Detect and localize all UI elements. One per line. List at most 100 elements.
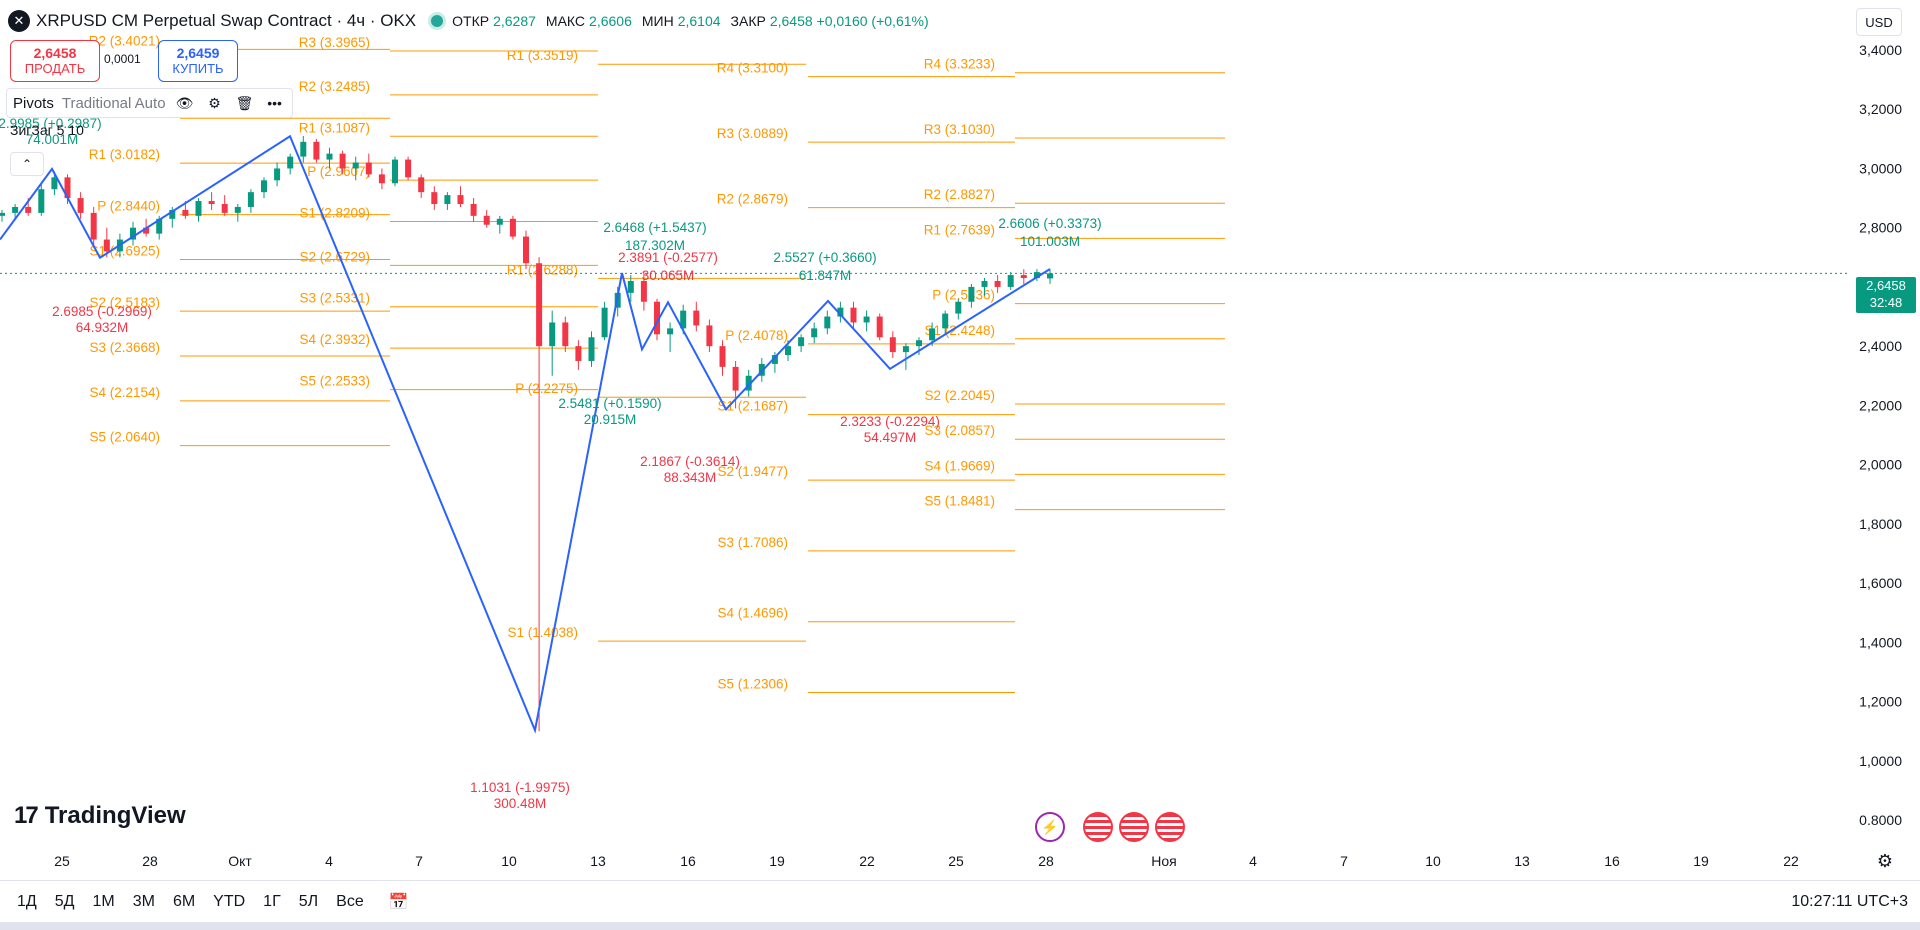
sell-button[interactable]: 2,6458 ПРОДАТЬ — [10, 40, 100, 82]
zigzag-indicator-legend[interactable]: ЗигЗаг 5 10 — [10, 122, 84, 138]
candle-body — [562, 322, 569, 347]
candle-body — [929, 328, 936, 341]
eye-icon[interactable]: 👁 — [175, 94, 194, 111]
xrp-symbol-icon[interactable]: ✕ — [8, 10, 30, 32]
pivot-level-label: R2 (3.2485) — [299, 79, 370, 94]
candle-body — [824, 316, 831, 329]
us-flag-icon[interactable] — [1119, 812, 1149, 842]
range-1m[interactable]: 1М — [92, 893, 115, 910]
range-1d[interactable]: 1Д — [17, 893, 37, 910]
market-status-icon[interactable] — [428, 12, 447, 30]
axis-settings-icon[interactable]: ⚙ — [1876, 850, 1894, 871]
candle-body — [365, 162, 372, 175]
candle-body — [955, 301, 962, 314]
bottom-strip — [0, 922, 1920, 930]
range-3m[interactable]: 3М — [132, 893, 155, 910]
pivot-level-label: S3 (1.7086) — [717, 535, 788, 550]
zigzag-label: 2.6606 (+0.3373) — [998, 216, 1101, 231]
candle-body — [1007, 275, 1014, 287]
zigzag-label: 2.5481 (+0.1590) — [558, 396, 661, 411]
zigzag-label: 2.1867 (-0.3614) — [640, 454, 740, 469]
pivot-level-label: P (2.5436) — [932, 288, 995, 303]
time-tick-label: 25 — [948, 853, 964, 869]
time-axis: 25 28 Окт 4 7 10 13 16 19 22 25 28 Ноя 4 7 10 13 16 19 22 — [54, 853, 1799, 869]
bottom-toolbar: 1Д 5Д 1М 3М 6М YTD 1Г 5Л Все 📅 10:27:11 … — [0, 880, 1920, 923]
time-tick-label: 4 — [1249, 853, 1257, 869]
range-ytd[interactable]: YTD — [213, 893, 246, 910]
candle-body — [968, 286, 975, 302]
candle-body — [889, 337, 896, 353]
candle-body — [352, 162, 359, 169]
candle-body — [916, 340, 922, 347]
pivot-level-label: S1 (2.8209) — [299, 206, 370, 221]
pivot-level-label: R3 (3.0889) — [717, 126, 788, 141]
more-icon[interactable]: ••• — [267, 95, 282, 111]
chevron-up-icon: ⌃ — [21, 157, 33, 171]
candle-body — [444, 195, 451, 204]
time-tick-label: 16 — [1604, 853, 1620, 869]
candle-body — [326, 153, 333, 160]
us-flag-icon[interactable] — [1083, 812, 1113, 842]
pivot-level-label: P (2.8440) — [97, 199, 160, 214]
tradingview-logo[interactable]: 17 TradingView — [14, 802, 186, 830]
range-5d[interactable]: 5Д — [54, 893, 75, 910]
candle-body — [627, 281, 634, 293]
pivot-level-label: S4 (1.4696) — [717, 606, 788, 621]
buy-button[interactable]: 2,6459 КУПИТЬ — [158, 40, 238, 82]
candle-body — [863, 316, 870, 323]
candle-body — [143, 227, 150, 234]
range-all[interactable]: Все — [336, 893, 364, 910]
symbol-title[interactable]: XRPUSD CM Perpetual Swap Contract · 4ч ·… — [36, 11, 417, 30]
range-6m[interactable]: 6М — [172, 893, 196, 910]
pivot-levels: R2 (3.4021)R1 (3.1697)R1 (3.0182)P (2.84… — [89, 33, 1225, 693]
candle-body — [523, 236, 529, 264]
zigzag-label: 2.6985 (-0.2969) — [52, 304, 152, 319]
indicator-name: Pivots — [13, 94, 54, 112]
candle-body — [418, 177, 425, 193]
time-tick-label: 10 — [501, 853, 517, 869]
pivot-level-label: S5 (2.0640) — [89, 430, 160, 445]
pivot-level-label: R2 (2.8679) — [717, 192, 788, 207]
candle-body — [182, 209, 189, 216]
candle-body — [261, 180, 267, 193]
us-flag-icon[interactable] — [1155, 812, 1185, 842]
candle-body — [90, 212, 97, 240]
pivot-level-label: P (2.9607) — [307, 164, 370, 179]
range-1y[interactable]: 1Г — [263, 893, 281, 910]
zigzag-label: 88.343M — [664, 470, 717, 485]
time-tick-label: Ноя — [1151, 853, 1176, 869]
candle-body — [208, 201, 215, 204]
ohlc-label: МАКС — [545, 13, 586, 29]
candle-body — [470, 204, 477, 216]
price-tick-label: 1,4000 — [1859, 634, 1902, 650]
pivot-level-label: S4 (2.3932) — [299, 332, 370, 347]
zigzag-label: 2.5527 (+0.3660) — [773, 250, 876, 265]
time-tick-label: 7 — [415, 853, 423, 869]
candle-body — [994, 281, 1001, 287]
price-tick-label: 1,8000 — [1859, 516, 1902, 532]
zigzag-polyline — [0, 134, 1051, 734]
pivot-level-label: R2 (2.8827) — [924, 187, 995, 202]
pivots-indicator-legend[interactable]: Pivots Traditional Auto 👁 ⚙ 🗑 ••• — [6, 88, 293, 118]
range-5y[interactable]: 5Л — [298, 893, 319, 910]
candle-body — [771, 355, 778, 364]
candle-body — [378, 174, 385, 184]
currency-selector[interactable]: USD — [1856, 8, 1902, 36]
trash-icon[interactable]: 🗑 — [235, 94, 254, 111]
price-chart[interactable]: R2 (3.4021)R1 (3.1697)R1 (3.0182)P (2.84… — [0, 0, 1920, 880]
candle-body — [0, 212, 5, 216]
price-tick-label: 2,4000 — [1859, 338, 1902, 354]
pivot-level-label: S2 (2.5183) — [89, 295, 160, 310]
candle-body — [457, 195, 464, 204]
calendar-range-icon[interactable]: 📅 — [388, 894, 409, 911]
zigzag-label: 74.001M — [26, 132, 79, 147]
clock[interactable]: 10:27:11 UTC+3 — [1791, 893, 1908, 910]
gear-icon[interactable]: ⚙ — [208, 94, 221, 111]
candle-body — [405, 159, 412, 178]
ohlc-label: ОТКР — [452, 13, 490, 29]
collapse-legend-button[interactable]: ⌃ — [10, 152, 44, 176]
lightning-icon[interactable]: ⚡ — [1035, 812, 1065, 842]
candle-body — [51, 177, 58, 190]
time-tick-label: 19 — [769, 853, 785, 869]
pivot-level-label: S1 (2.4248) — [924, 323, 995, 338]
